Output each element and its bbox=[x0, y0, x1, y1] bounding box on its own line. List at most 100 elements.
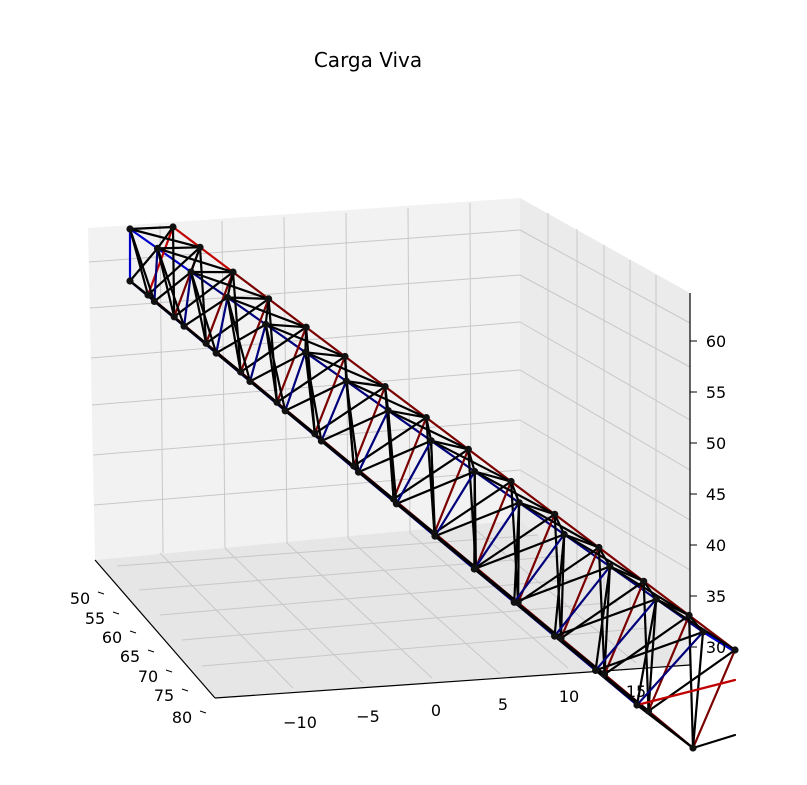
vertical-member bbox=[313, 355, 347, 435]
chord-member bbox=[343, 355, 387, 388]
diagonal-member bbox=[513, 565, 612, 604]
truss-node bbox=[464, 445, 472, 453]
grid-line bbox=[221, 220, 226, 549]
truss-node bbox=[689, 744, 697, 752]
truss-node bbox=[551, 510, 559, 518]
truss-node bbox=[170, 313, 178, 321]
truss-node bbox=[246, 377, 254, 385]
truss-node bbox=[600, 670, 609, 679]
diagonal-member bbox=[433, 501, 521, 538]
chord-member bbox=[691, 733, 737, 750]
diagonal-member bbox=[153, 270, 193, 303]
diagonal-member bbox=[473, 533, 566, 571]
cross-member bbox=[226, 296, 270, 300]
cross-member bbox=[190, 270, 208, 345]
grid-line bbox=[159, 224, 164, 554]
diagonal-member bbox=[183, 296, 229, 328]
chord-member bbox=[384, 385, 428, 419]
truss-node bbox=[514, 599, 522, 607]
vertical-member bbox=[433, 448, 470, 535]
diagonal-member bbox=[173, 271, 235, 318]
truss-node bbox=[144, 291, 152, 299]
truss-node bbox=[471, 467, 479, 476]
chord-member bbox=[510, 480, 556, 516]
x-tick-mark bbox=[147, 649, 155, 653]
z-tick-label: 45 bbox=[706, 485, 726, 504]
grid-line bbox=[519, 369, 691, 471]
truss-node bbox=[196, 243, 204, 251]
x-axis-line bbox=[94, 559, 216, 699]
cross-member bbox=[387, 409, 428, 419]
truss-node bbox=[699, 628, 707, 636]
truss-node bbox=[644, 707, 653, 715]
grid-line bbox=[519, 229, 691, 324]
truss-node bbox=[341, 352, 349, 361]
y-tick-label: 15 bbox=[626, 682, 646, 701]
grid-line bbox=[409, 532, 569, 669]
grid-line bbox=[116, 534, 539, 567]
truss-node bbox=[507, 477, 515, 486]
truss-node bbox=[640, 577, 648, 585]
truss-node bbox=[180, 322, 188, 330]
cross-member bbox=[304, 351, 347, 358]
diagonal-member bbox=[594, 630, 705, 672]
cross-member bbox=[345, 380, 387, 388]
truss-node bbox=[126, 225, 134, 233]
truss-node bbox=[381, 383, 389, 391]
x-tick-mark bbox=[129, 630, 137, 634]
diagonal-member bbox=[553, 597, 658, 638]
cross-member bbox=[128, 225, 175, 231]
x-tick-label: 70 bbox=[138, 667, 158, 686]
grid-line bbox=[519, 321, 691, 421]
chord-member bbox=[553, 513, 601, 549]
vertical-member bbox=[395, 439, 433, 505]
x-tick-label: 60 bbox=[102, 628, 122, 647]
chord-member bbox=[430, 439, 476, 473]
chord-member bbox=[387, 409, 433, 442]
grid-line bbox=[519, 419, 691, 521]
cross-member bbox=[264, 323, 308, 329]
truss-node bbox=[633, 701, 641, 709]
grid-line bbox=[224, 547, 364, 684]
diagonal-member bbox=[597, 546, 612, 568]
cross-member bbox=[156, 246, 202, 250]
cross-member bbox=[430, 439, 470, 451]
truss-node bbox=[595, 543, 603, 552]
grid-line bbox=[159, 552, 294, 689]
y-tick-label: 0 bbox=[431, 701, 441, 720]
y-tick-label: −10 bbox=[283, 713, 317, 732]
x-tick-label: 75 bbox=[154, 686, 174, 705]
truss-node bbox=[169, 223, 177, 231]
truss-node bbox=[592, 666, 600, 675]
chart-title: Carga Viva bbox=[314, 48, 422, 72]
z-tick-label: 60 bbox=[706, 332, 726, 351]
grid-line bbox=[93, 469, 521, 506]
z-tick-label: 40 bbox=[706, 536, 726, 555]
diagonal-member bbox=[239, 326, 308, 374]
truss-node bbox=[311, 430, 319, 438]
truss-node bbox=[731, 646, 739, 654]
grid-line bbox=[92, 419, 521, 456]
chord-member bbox=[267, 297, 308, 329]
x-tick-mark bbox=[199, 710, 207, 714]
diagonal-member bbox=[474, 513, 556, 569]
grid-line bbox=[181, 601, 619, 641]
x-tick-label: 80 bbox=[172, 708, 192, 727]
truss-node bbox=[422, 414, 430, 422]
cross-member bbox=[603, 565, 612, 676]
truss-node bbox=[301, 348, 309, 356]
diagonal-member bbox=[357, 439, 433, 474]
chord-member bbox=[425, 416, 470, 451]
truss-members bbox=[128, 225, 737, 750]
diagonal-member bbox=[320, 409, 390, 443]
diagonal-member bbox=[248, 351, 307, 383]
truss-node bbox=[606, 562, 614, 571]
diagonal-member bbox=[553, 513, 566, 536]
vertical-member bbox=[433, 470, 476, 538]
truss-node bbox=[262, 320, 270, 328]
vertical-member bbox=[352, 385, 387, 468]
vertical-member bbox=[473, 501, 521, 571]
chord-member bbox=[198, 246, 235, 274]
x-tick-label: 55 bbox=[85, 609, 105, 628]
